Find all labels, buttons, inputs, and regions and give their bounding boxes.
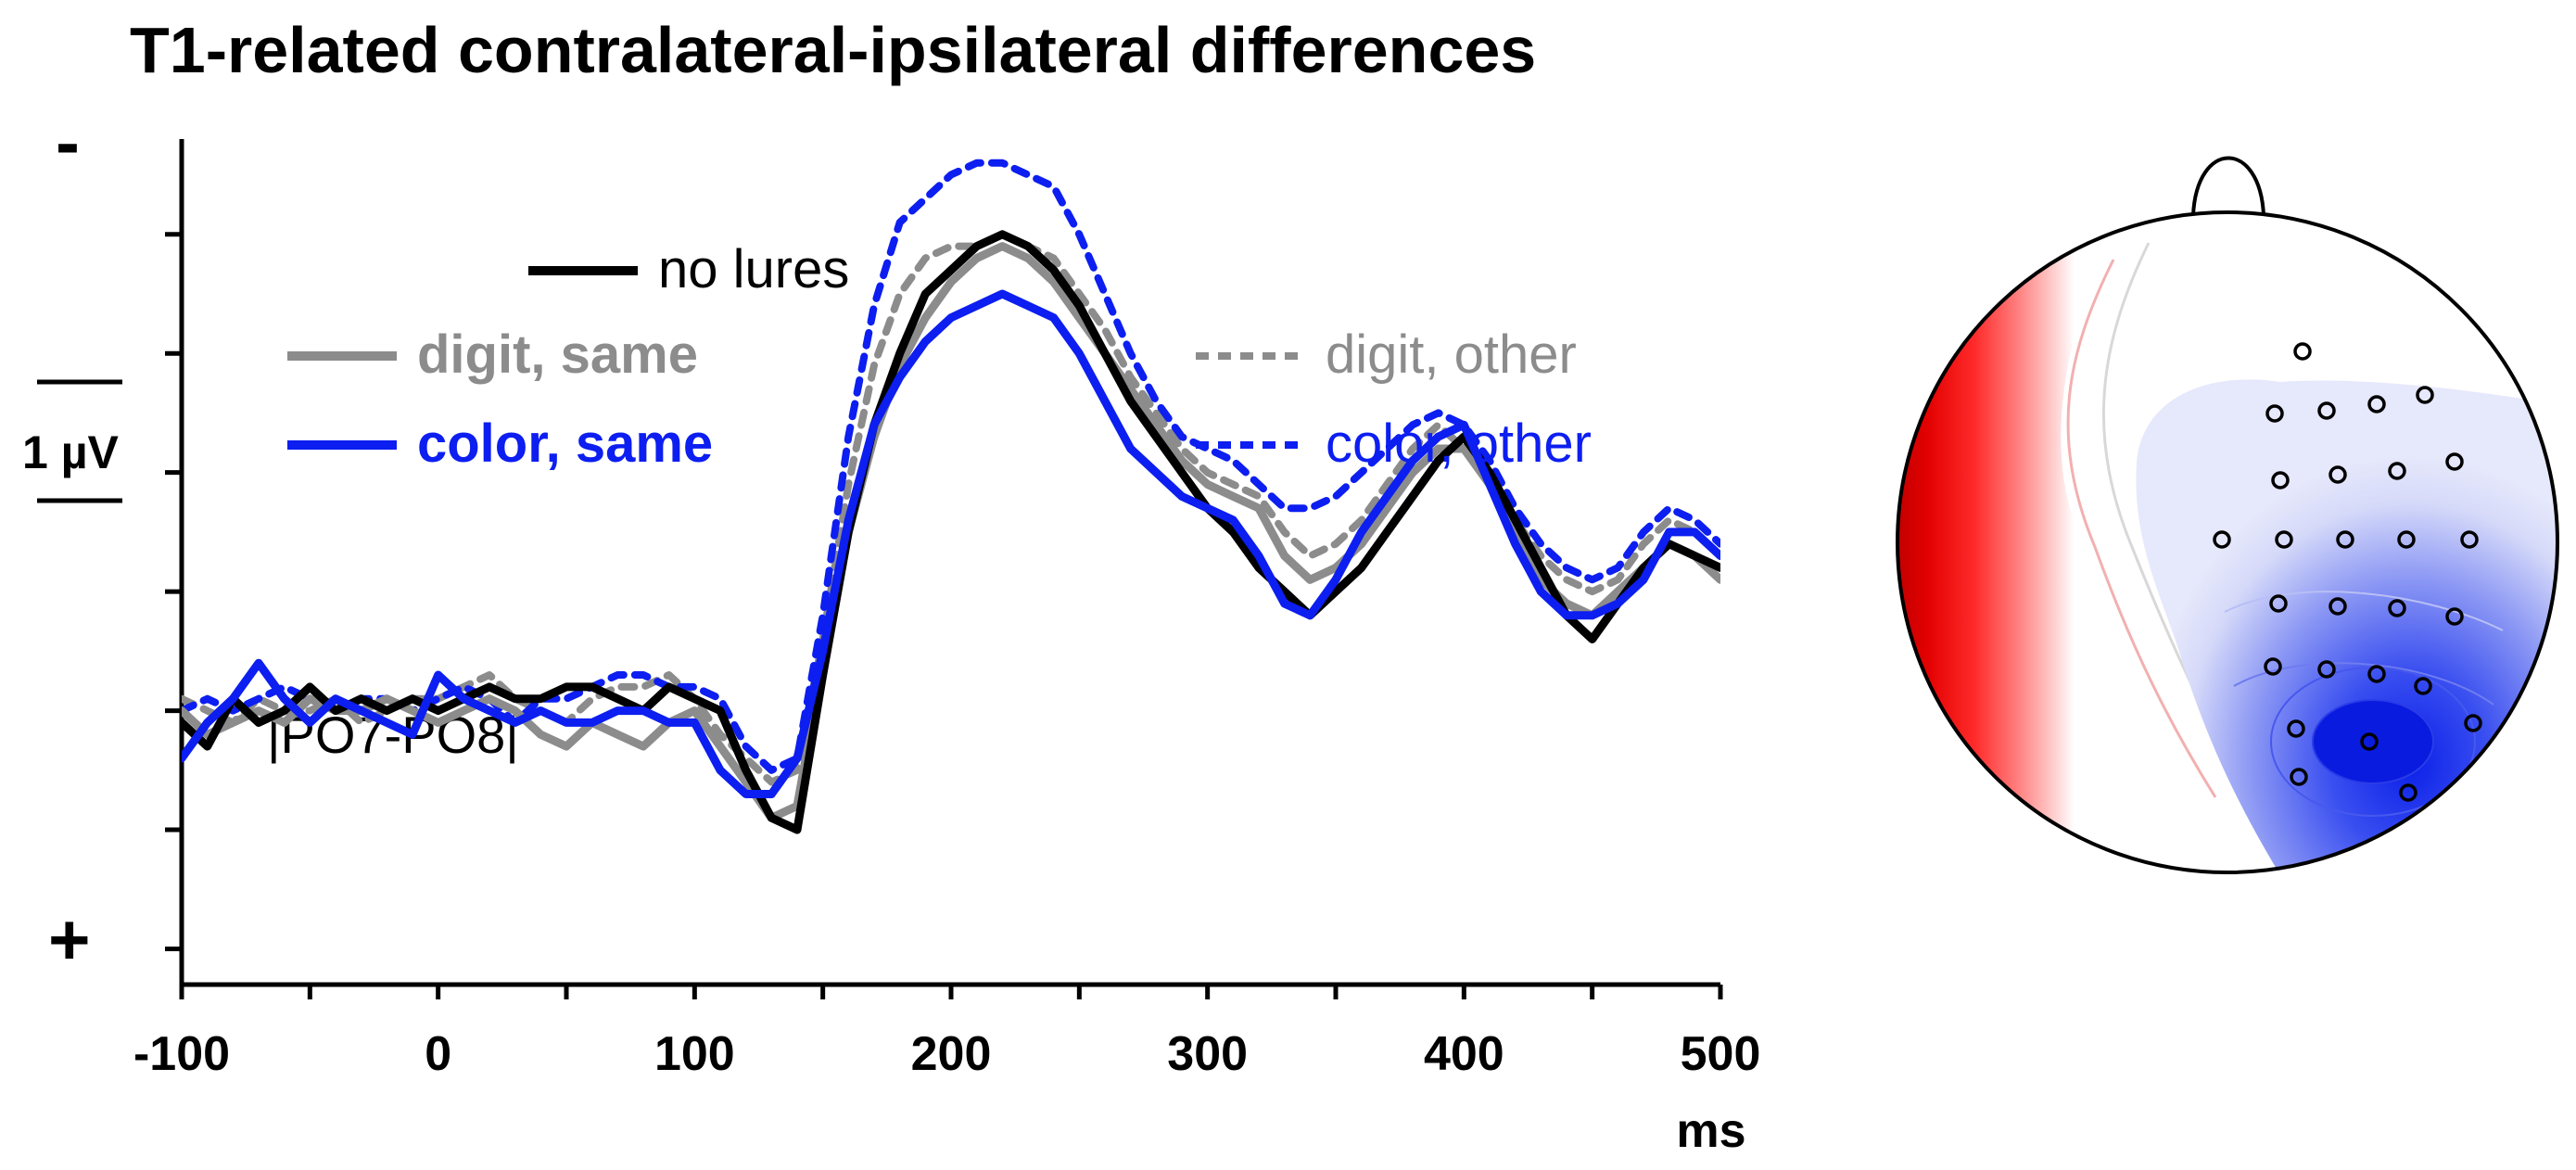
x-ticks [179, 985, 1723, 999]
x-tick-labels: -100 0 100 200 300 400 500 [133, 1027, 1760, 1081]
electrode-marker [2317, 401, 2336, 420]
series-line-color_same [182, 289, 1720, 798]
electrode-marker [2287, 719, 2305, 738]
electrode-marker [2265, 404, 2284, 423]
legend-label-color_same: color, same [417, 413, 713, 474]
electrode-marker [2397, 530, 2416, 549]
electrode-marker [2460, 530, 2479, 549]
electrode-marker [2414, 677, 2432, 695]
electrode-marker [2464, 714, 2482, 732]
electrode-marker [2329, 597, 2347, 616]
electrode-marker [2367, 395, 2386, 413]
series-line-digit_same [182, 242, 1720, 822]
electrode-marker [2269, 594, 2288, 613]
scale-bar: 1 µV [22, 379, 122, 503]
head-outline [1896, 210, 2559, 874]
legend-label-digit_same: digit, same [417, 324, 698, 385]
positive-contour [2066, 259, 2217, 798]
electrode-marker [2329, 465, 2347, 484]
x-tick-label: 300 [1167, 1027, 1248, 1081]
electrode-pair-annotation: |PO7-PO8| [267, 706, 519, 764]
axes: -100 0 100 200 300 400 500 [133, 139, 1760, 1081]
electrode-marker [2275, 530, 2293, 549]
x-tick-label: 200 [911, 1027, 992, 1081]
nose-icon [2191, 156, 2265, 216]
electrodes [2213, 342, 2482, 802]
chart-title: T1-related contralateral-ipsilateral dif… [130, 14, 1536, 86]
y-negative-label: - [56, 101, 80, 183]
scale-bar-label: 1 µV [22, 426, 120, 478]
electrode-marker [2445, 452, 2464, 471]
electrode-marker [2445, 607, 2464, 626]
legend-label-none: no lures [658, 239, 849, 299]
electrode-marker [2367, 665, 2386, 683]
electrode-marker [2416, 386, 2434, 404]
electrode-marker [2360, 732, 2379, 751]
legend: no lures digit, same digit, other color, sa… [287, 239, 1592, 474]
electrode-marker [2336, 530, 2354, 549]
electrode-marker [2293, 342, 2312, 361]
electrode-marker [2264, 657, 2282, 676]
y-ticks [165, 232, 182, 951]
x-tick-label: -100 [133, 1027, 230, 1081]
electrode-marker [2317, 660, 2336, 679]
electrode-marker [2290, 768, 2308, 786]
x-tick-label: 0 [425, 1027, 451, 1081]
legend-label-color_other: color, other [1326, 413, 1592, 474]
scalp-topography-map [1896, 156, 2559, 874]
negative-contour-1 [2224, 591, 2504, 631]
x-tick-label: 400 [1424, 1027, 1504, 1081]
x-axis-label: ms [1676, 1104, 1745, 1158]
positive-region [1897, 212, 2252, 872]
y-positive-label: + [48, 898, 91, 980]
legend-label-digit_other: digit, other [1326, 324, 1577, 385]
electrode-marker [2388, 599, 2406, 617]
x-tick-label: 500 [1681, 1027, 1761, 1081]
negative-region [2136, 379, 2557, 872]
electrode-marker [2388, 462, 2406, 480]
series-line-none [182, 230, 1720, 834]
electrode-marker [2213, 530, 2231, 549]
electrode-marker [2399, 783, 2417, 802]
x-tick-label: 100 [654, 1027, 735, 1081]
electrode-marker [2271, 471, 2290, 490]
negative-contour-2 [2233, 662, 2494, 706]
series-lines [182, 159, 1720, 834]
negative-peak [2312, 699, 2434, 784]
